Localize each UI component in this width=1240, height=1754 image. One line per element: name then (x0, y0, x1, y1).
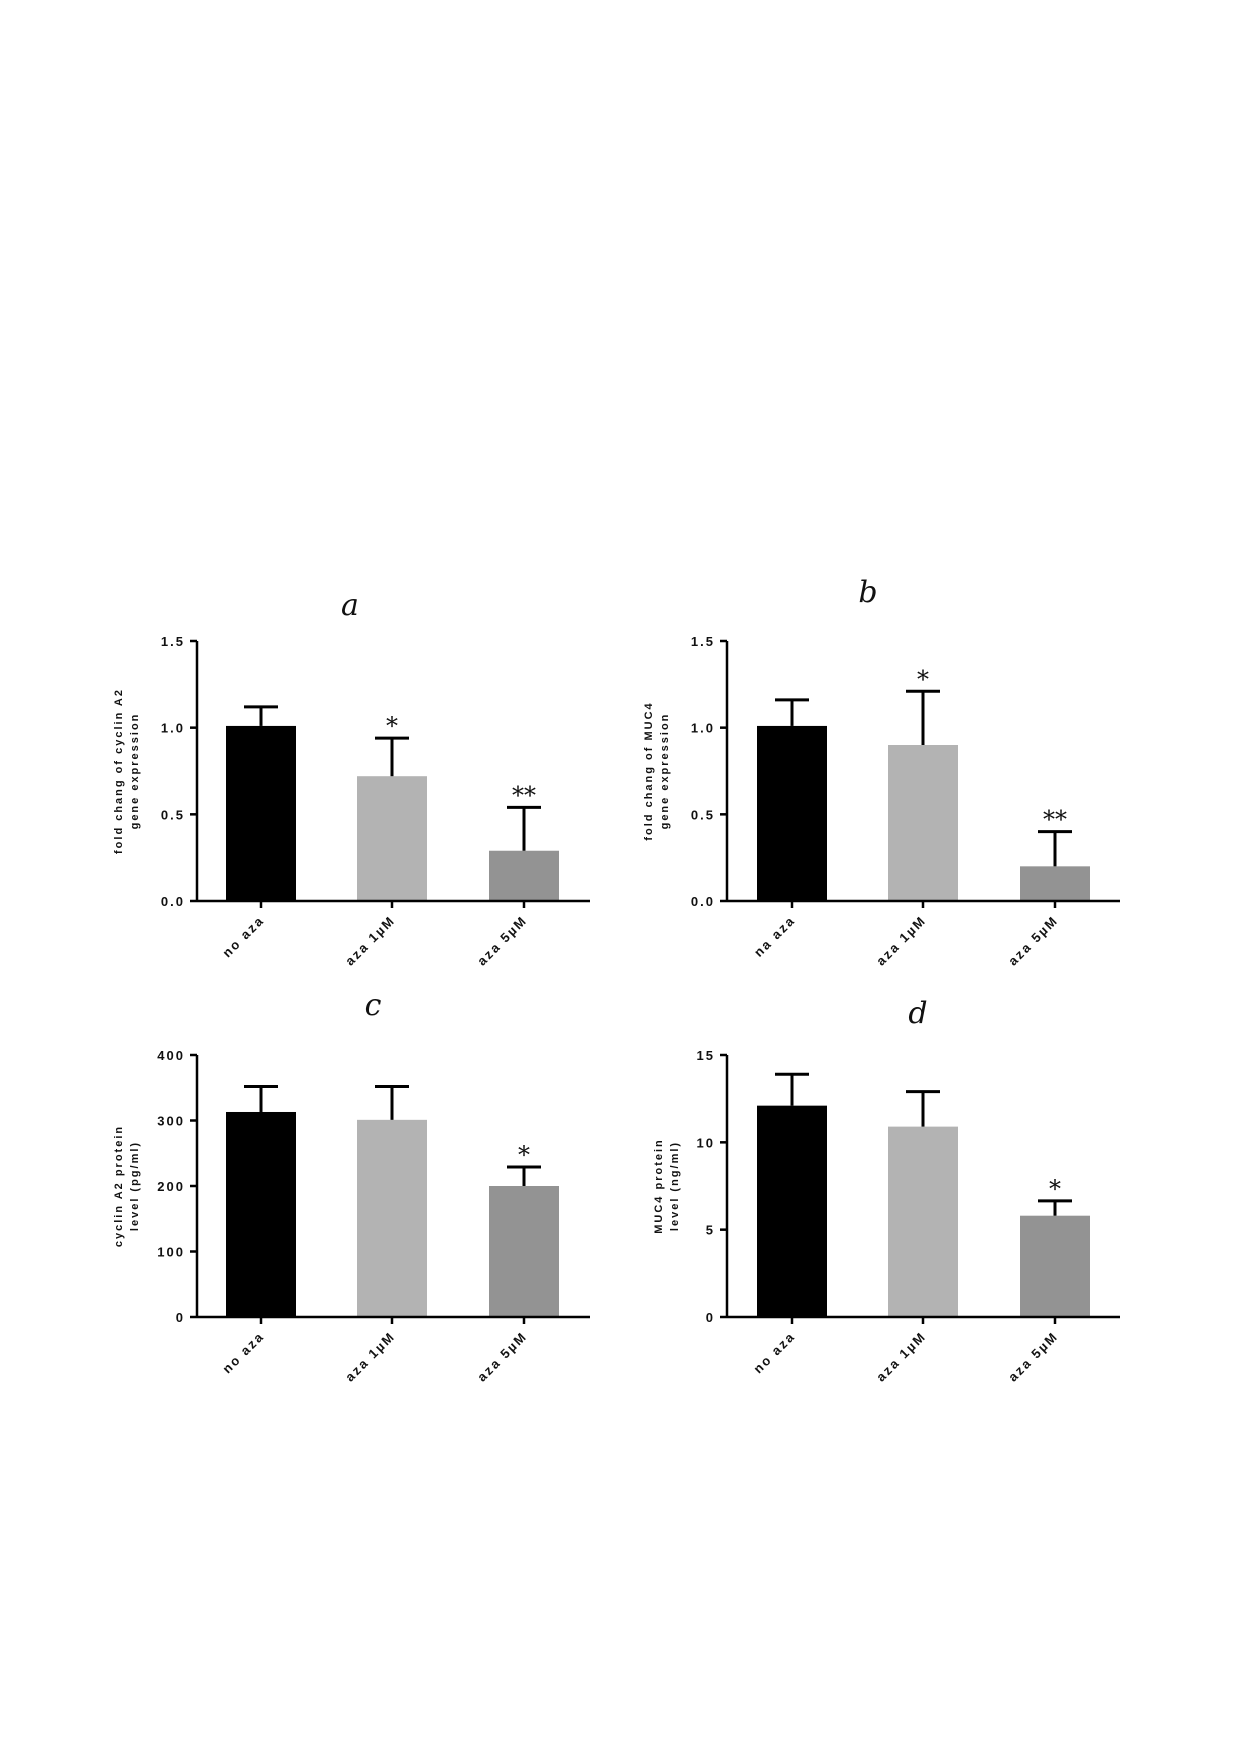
x-tick-label: na aza (751, 913, 798, 960)
y-axis-label-line: cyclin A2 protein (113, 1125, 125, 1247)
x-tick-label: no aza (219, 1329, 267, 1377)
y-axis-label-line: fold chang of MUC4 (643, 701, 655, 840)
bar (757, 1105, 827, 1317)
chart-panel-a: a fold chang of cyclin A2 gene expression *… (113, 588, 590, 968)
bar (489, 850, 559, 901)
y-tick-label: 300 (157, 1114, 185, 1129)
y-axis-label-line: fold chang of cyclin A2 (113, 688, 125, 854)
bar (226, 1111, 296, 1317)
y-tick-label: 0 (706, 1310, 715, 1325)
x-tick-label: aza 1µM (342, 913, 398, 969)
chart-panel-c: c cyclin A2 protein level (pg/ml) * 0 100 200 3… (113, 988, 590, 1384)
y-axis-label-line: gene expression (129, 713, 141, 830)
y-tick-label: 5 (706, 1223, 715, 1238)
y-tick-label: 1.0 (691, 721, 715, 736)
y-tick-label: 0.0 (691, 894, 715, 909)
x-tick-label: no aza (750, 1329, 798, 1377)
significance-marker: * (386, 712, 398, 740)
significance-marker: * (917, 665, 929, 693)
y-tick-label: 1.0 (161, 721, 185, 736)
bar (888, 745, 958, 901)
x-tick-label: aza 5µM (474, 913, 530, 969)
panel-title: a (341, 588, 359, 623)
significance-marker: * (1049, 1175, 1061, 1203)
y-tick-label: 0.5 (691, 807, 715, 822)
significance-marker: ** (512, 781, 536, 809)
x-tick-label: aza 1µM (873, 913, 929, 969)
y-axis-label: MUC4 protein level (ng/ml) (653, 1138, 681, 1234)
bar (357, 1119, 427, 1317)
chart-panel-d: d MUC4 protein level (ng/ml) * 0 5 10 15 no aza a… (653, 996, 1120, 1384)
y-tick-label: 15 (697, 1048, 715, 1063)
y-axis-label: cyclin A2 protein level (pg/ml) (113, 1125, 141, 1247)
panel-title: c (365, 988, 382, 1023)
y-tick-label: 10 (697, 1135, 715, 1150)
significance-marker: * (518, 1141, 530, 1169)
y-tick-label: 0 (176, 1310, 185, 1325)
y-tick-label: 200 (157, 1179, 185, 1194)
panel-title: b (858, 575, 877, 610)
y-tick-label: 1.5 (161, 634, 185, 649)
bar (357, 776, 427, 901)
y-axis-label-line: MUC4 protein (653, 1138, 665, 1234)
x-tick-label: aza 5µM (1005, 913, 1061, 969)
y-axis-label: fold chang of cyclin A2 gene expression (113, 688, 141, 854)
significance-marker: ** (1043, 806, 1067, 834)
bar (757, 725, 827, 901)
bar (1020, 1215, 1090, 1317)
y-tick-label: 100 (157, 1245, 185, 1260)
panel-title: d (908, 996, 927, 1031)
y-tick-label: 1.5 (691, 634, 715, 649)
y-axis-label: fold chang of MUC4 gene expression (643, 701, 671, 840)
x-tick-label: aza 5µM (474, 1329, 530, 1385)
y-tick-label: 0.0 (161, 894, 185, 909)
bar (1020, 866, 1090, 901)
y-axis-label-line: level (ng/ml) (669, 1141, 681, 1231)
x-tick-label: aza 5µM (1005, 1329, 1061, 1385)
y-tick-label: 0.5 (161, 807, 185, 822)
y-tick-label: 400 (157, 1048, 185, 1063)
y-axis-label-line: gene expression (659, 713, 671, 830)
bar (226, 725, 296, 901)
x-tick-label: no aza (219, 913, 267, 961)
y-axis-label-line: level (pg/ml) (129, 1141, 141, 1231)
x-tick-label: aza 1µM (342, 1329, 398, 1385)
bar (489, 1186, 559, 1317)
x-tick-label: aza 1µM (873, 1329, 929, 1385)
bar (888, 1126, 958, 1317)
